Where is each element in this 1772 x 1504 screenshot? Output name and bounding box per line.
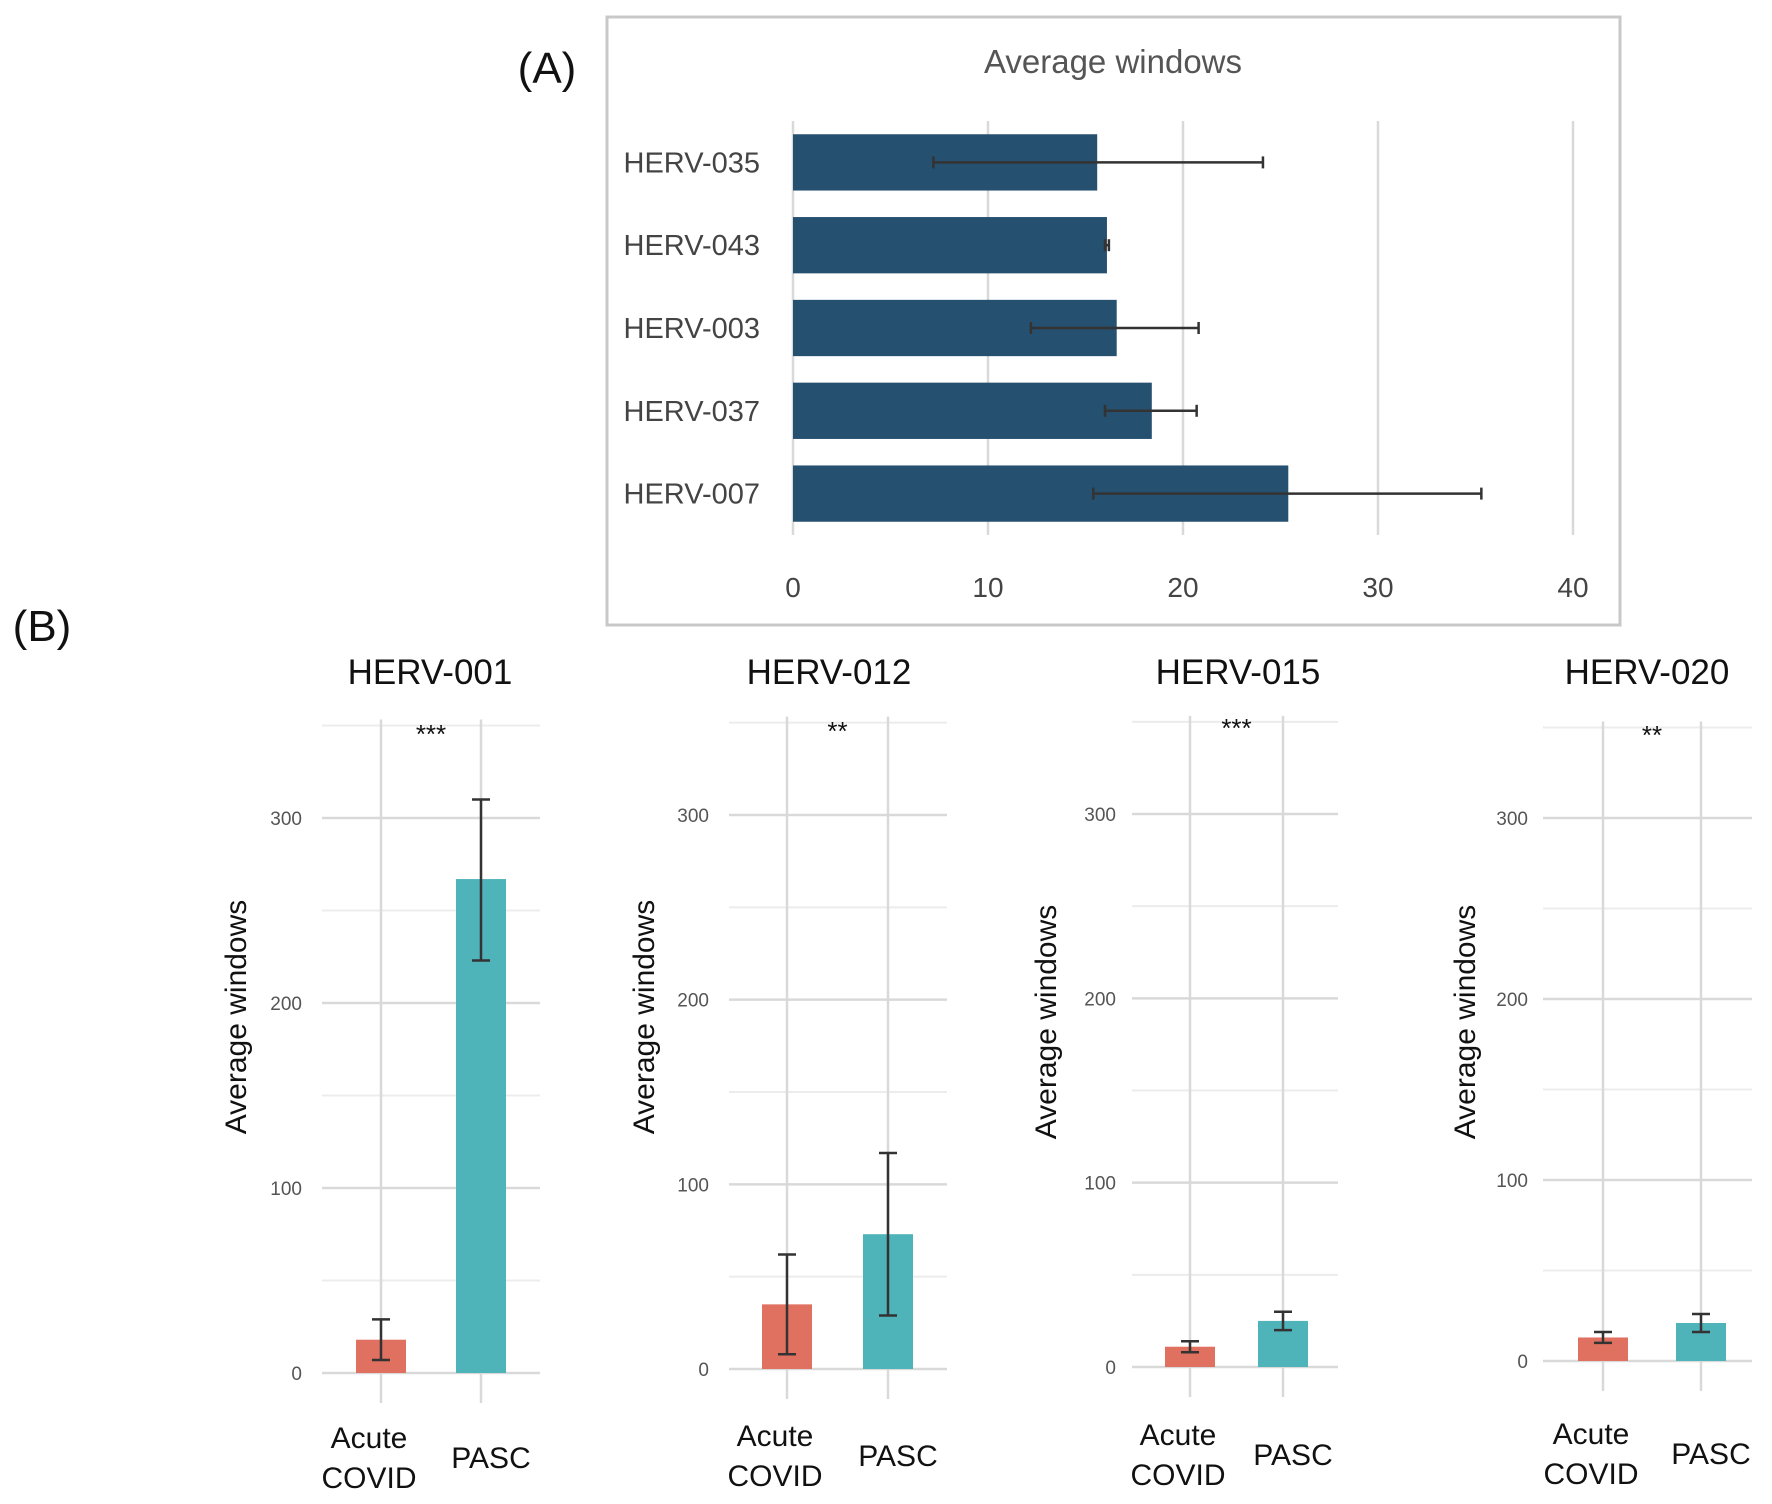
chart-a-title: Average windows <box>984 43 1242 80</box>
y-tick-label-200: 200 <box>1084 989 1116 1010</box>
bar-herv-037 <box>793 382 1152 439</box>
y-axis-label: Average windows <box>628 900 661 1135</box>
x-tick-label-30: 30 <box>1362 572 1393 603</box>
category-label-acute-covid: Acute COVID <box>1130 1419 1225 1492</box>
bar-acute-covid <box>1578 1337 1628 1361</box>
x-tick-label-20: 20 <box>1167 572 1198 603</box>
chart-title-herv-012: HERV-012 <box>747 653 912 692</box>
y-axis-label: Average windows <box>1449 905 1482 1140</box>
category-label-pasc: PASC <box>1671 1438 1750 1471</box>
category-label-acute-covid: Acute COVID <box>727 1420 822 1493</box>
chart-b-herv-020: 0 100 200 300 HERV-020 ** Average windows Acute… <box>1449 653 1752 1491</box>
y-tick-label-100: 100 <box>1496 1171 1528 1192</box>
category-label-acute-covid: Acute COVID <box>1543 1418 1638 1491</box>
y-tick-label-300: 300 <box>270 809 302 830</box>
chart-b-herv-015: 0 100 200 300 HERV-015 *** Average windows Acut… <box>1030 653 1338 1492</box>
significance-marker: *** <box>1221 713 1251 743</box>
significance-marker: ** <box>1642 720 1662 750</box>
y-tick-label-0: 0 <box>1517 1352 1528 1373</box>
chart-a: Average windows 0 10 20 30 40 HERV-035 HERV-043… <box>605 15 1622 627</box>
y-tick-label-200: 200 <box>1496 990 1528 1011</box>
y-tick-label-100: 100 <box>677 1175 709 1196</box>
x-tick-label-10: 10 <box>972 572 1003 603</box>
chart-title-herv-001: HERV-001 <box>348 653 513 692</box>
significance-marker: ** <box>827 716 847 746</box>
y-tick-label-200: 200 <box>270 994 302 1015</box>
x-tick-label-40: 40 <box>1557 572 1588 603</box>
category-label-pasc: PASC <box>1253 1439 1332 1472</box>
y-tick-label-300: 300 <box>677 806 709 827</box>
y-tick-label-300: 300 <box>1084 805 1116 826</box>
y-axis-label: Average windows <box>220 900 253 1135</box>
y-tick-label-100: 100 <box>1084 1174 1116 1195</box>
category-label-herv-003: HERV-003 <box>624 313 761 345</box>
category-label-herv-035: HERV-035 <box>624 147 761 179</box>
y-axis-label: Average windows <box>1030 905 1063 1140</box>
y-tick-label-0: 0 <box>1105 1358 1116 1379</box>
chart-b-herv-001: 0 100 200 300 HERV-001 *** Average windows Acut… <box>220 653 540 1495</box>
significance-marker: *** <box>416 719 446 749</box>
category-label-pasc: PASC <box>451 1442 530 1475</box>
chart-b-herv-012: 0 100 200 300 HERV-012 ** Average windows Acute… <box>628 653 947 1493</box>
panel-b-label: (B) <box>13 602 72 651</box>
panel-a-label: (A) <box>518 44 577 93</box>
category-label-herv-037: HERV-037 <box>624 396 761 428</box>
y-tick-label-300: 300 <box>1496 809 1528 830</box>
chart-title-herv-020: HERV-020 <box>1565 653 1730 692</box>
y-tick-label-0: 0 <box>291 1364 302 1385</box>
chart-title-herv-015: HERV-015 <box>1156 653 1321 692</box>
y-tick-label-0: 0 <box>698 1360 709 1381</box>
x-tick-label-0: 0 <box>785 572 801 603</box>
y-tick-label-100: 100 <box>270 1179 302 1200</box>
bar-acute-covid <box>1165 1346 1215 1367</box>
category-label-pasc: PASC <box>858 1440 937 1473</box>
y-tick-label-200: 200 <box>677 991 709 1012</box>
category-label-herv-043: HERV-043 <box>624 230 761 262</box>
bar-herv-043 <box>793 217 1107 274</box>
category-label-acute-covid: Acute COVID <box>321 1422 416 1495</box>
category-label-herv-007: HERV-007 <box>624 479 761 511</box>
